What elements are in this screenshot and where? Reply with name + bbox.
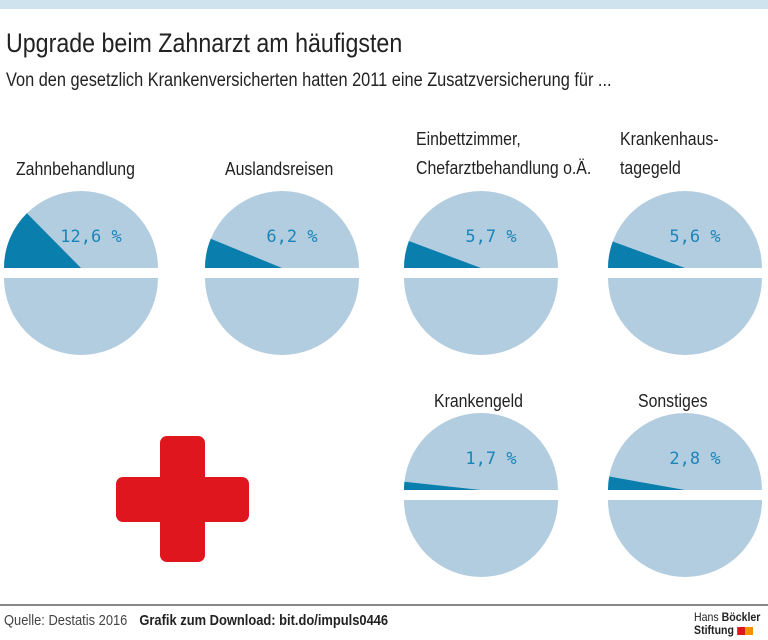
data-label: 5,7 % (465, 227, 516, 247)
pie-slice (404, 481, 481, 490)
footer-source: Quelle: Destatis 2016 Grafik zum Download… (4, 612, 388, 629)
pie-rest-bottom (608, 278, 762, 355)
pie: 5,6 % (608, 191, 762, 355)
pie-slice (4, 213, 81, 268)
logo-text: Stiftung (693, 623, 734, 637)
label-line: Einbettzimmer, (416, 129, 521, 149)
category-label: Zahnbehandlung (16, 155, 135, 184)
data-label: 5,6 % (669, 227, 720, 247)
category-label: Einbettzimmer, Chefarztbehandlung o.Ä. (416, 125, 591, 183)
chart-title: Upgrade beim Zahnarzt am häufigsten (6, 28, 403, 58)
data-label: 12,6 % (60, 227, 121, 247)
data-label: 6,2 % (266, 227, 317, 247)
data-label: 1,7 % (465, 449, 516, 469)
pie-rest-top (608, 191, 762, 268)
logo: Hans Böckler Stiftung (694, 611, 760, 637)
category-label: Krankengeld (434, 387, 523, 416)
pie: 5,7 % (404, 191, 558, 355)
pie-slice (205, 238, 282, 268)
pie-slice (404, 241, 481, 268)
source-text: Quelle: Destatis 2016 (4, 612, 128, 629)
data-label: 2,8 % (669, 449, 720, 469)
label-line: tagegeld (620, 158, 681, 178)
pie-rest-top (404, 191, 558, 268)
pie-rest-bottom (404, 278, 558, 355)
label-line: Zahnbehandlung (16, 159, 135, 179)
pie-slice (608, 241, 685, 268)
category-label: Krankenhaus-tagegeld (620, 125, 719, 183)
pie-rest-top (205, 191, 359, 268)
logo-text: Böckler (721, 610, 760, 624)
label-line: Chefarztbehandlung o.Ä. (416, 158, 592, 178)
logo-text: Hans (693, 610, 719, 624)
pie-rest-bottom (4, 278, 158, 355)
pie-rest-bottom (608, 500, 762, 577)
pie-rest-bottom (205, 278, 359, 355)
label-line: Sonstiges (638, 391, 708, 411)
pie: 2,8 % (608, 413, 762, 577)
category-label: Sonstiges (638, 387, 708, 416)
label-line: Auslandsreisen (225, 159, 334, 179)
label-line: Krankenhaus- (620, 129, 719, 149)
pie: 6,2 % (205, 191, 359, 355)
chart-subtitle: Von den gesetzlich Krankenversicherten h… (6, 70, 612, 91)
label-line: Krankengeld (434, 391, 523, 411)
pie: 12,6 % (4, 191, 158, 355)
pie: 1,7 % (404, 413, 558, 577)
top-bar (0, 0, 768, 9)
pie-rest-bottom (404, 500, 558, 577)
category-label: Auslandsreisen (225, 155, 333, 184)
pie-rest-top (404, 413, 558, 490)
download-link[interactable]: Grafik zum Download: bit.do/impuls0446 (139, 612, 389, 629)
footer-divider (0, 604, 768, 606)
pie-rest-top (608, 413, 762, 490)
pie-slice (608, 476, 685, 490)
red-cross-icon (116, 436, 249, 562)
